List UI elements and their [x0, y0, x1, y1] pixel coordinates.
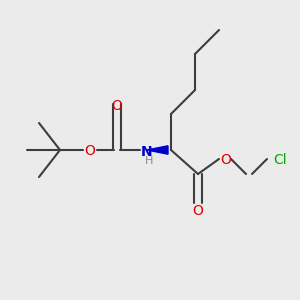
Text: O: O [193, 204, 203, 218]
Polygon shape [147, 146, 168, 154]
Text: O: O [112, 100, 122, 113]
Text: N: N [141, 145, 152, 158]
Text: Cl: Cl [274, 153, 287, 166]
Text: O: O [85, 144, 95, 158]
Text: O: O [220, 153, 231, 166]
Text: H: H [145, 155, 154, 166]
